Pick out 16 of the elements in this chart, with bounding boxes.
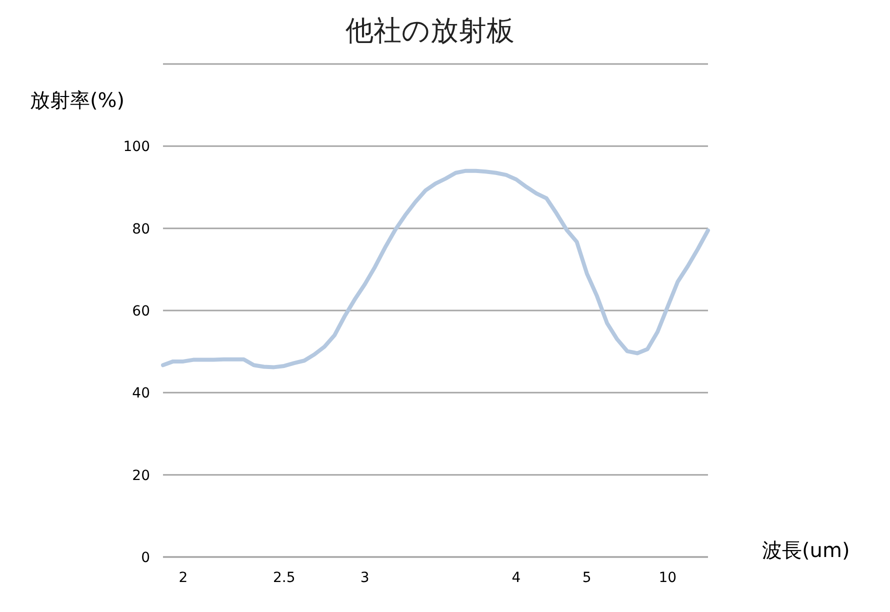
line-series [161, 168, 710, 370]
y-axis-title: 放射率(%) [30, 88, 125, 112]
y-tick-label: 100 [123, 139, 150, 156]
y-tick-label: 60 [132, 304, 150, 320]
x-tick-label: 5 [582, 570, 592, 586]
x-tick-label: 4 [512, 570, 521, 586]
y-tick-label: 40 [132, 386, 150, 402]
y-tick-label: 20 [132, 468, 150, 484]
x-tick-label: 10 [658, 570, 677, 586]
y-tick-label: 0 [141, 550, 150, 566]
x-axis-title: 波長(um) [762, 538, 850, 562]
x-tick-label: 3 [360, 570, 370, 586]
chart-title: 他社の放射板 [346, 14, 514, 47]
y-tick-label: 80 [132, 221, 150, 238]
x-tick-label: 2 [178, 570, 188, 586]
x-tick-label: 2.5 [272, 570, 296, 586]
